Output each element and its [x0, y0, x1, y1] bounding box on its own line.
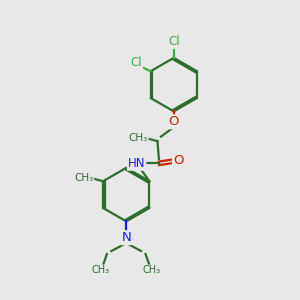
- Text: Cl: Cl: [168, 35, 180, 48]
- Text: CH₃: CH₃: [128, 133, 148, 143]
- Text: Cl: Cl: [130, 56, 142, 69]
- Text: HN: HN: [128, 157, 146, 170]
- Text: O: O: [169, 115, 179, 128]
- Text: N: N: [121, 231, 131, 244]
- Text: CH₃: CH₃: [92, 266, 110, 275]
- Text: CH₃: CH₃: [142, 266, 160, 275]
- Text: O: O: [173, 154, 184, 167]
- Text: CH₃: CH₃: [74, 173, 93, 183]
